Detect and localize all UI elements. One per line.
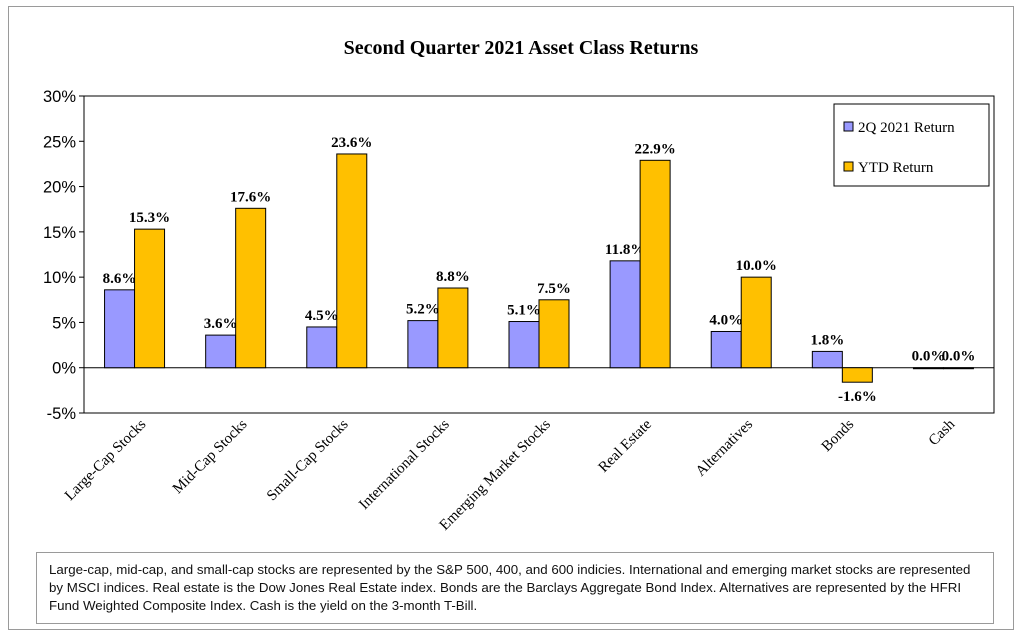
x-tick-label: Alternatives [693,416,756,479]
x-tick-label: Small-Cap Stocks [264,416,352,504]
x-tick-label: Bonds [819,416,858,455]
data-label: 23.6% [331,135,372,151]
data-label: 22.9% [634,141,675,157]
bar-ytd [538,299,570,369]
bar-ytd [437,287,469,369]
bar-ytd [740,276,772,369]
x-tick-label: Cash [926,416,959,449]
y-tick-label: 5% [52,314,76,332]
data-label: 11.8% [605,242,645,258]
legend-box [833,103,990,187]
bar-ytd [841,367,873,383]
bar-ytd [235,207,267,369]
data-label: 10.0% [736,258,777,274]
bar-ytd [639,159,671,369]
data-label: 4.0% [709,312,743,328]
data-label: 0.0% [912,349,946,365]
bar-quarter [306,326,338,369]
bar-quarter [912,367,944,370]
data-label: 1.8% [810,332,844,348]
data-label: 8.6% [103,271,137,287]
x-tick-label: International Stocks [356,416,453,513]
bar-quarter [104,289,136,369]
x-tick-label: Real Estate [596,416,656,476]
bar-quarter [205,334,237,369]
data-label: 17.6% [230,189,271,205]
x-tick-label: Emerging Market Stocks [437,416,554,533]
x-tick-label: Mid-Cap Stocks [170,416,251,497]
bar-quarter [508,321,540,369]
legend-swatch [843,161,854,172]
chart-frame [8,6,1014,630]
chart-title: Second Quarter 2021 Asset Class Returns [344,37,699,59]
bar-quarter [609,260,641,369]
y-tick-label: 10% [43,269,76,287]
y-tick-label: 25% [43,133,76,151]
bar-ytd [336,153,368,369]
data-label: 4.5% [305,308,339,324]
bar-quarter [407,320,439,369]
bar-quarter [710,330,742,369]
data-label: 8.8% [436,269,470,285]
data-label: 5.2% [406,302,440,318]
y-tick-label: 20% [43,179,76,197]
data-label: 0.0% [942,349,976,365]
legend-swatch [843,121,854,132]
legend: 2Q 2021 Return YTD Return [833,103,990,187]
footnote: Large-cap, mid-cap, and small-cap stocks… [36,552,994,624]
data-label: 15.3% [129,210,170,226]
data-label: 3.6% [204,316,238,332]
bar-ytd [134,228,166,369]
x-tick-label: Large-Cap Stocks [62,416,150,504]
y-tick-label: 15% [43,224,76,242]
y-tick-label: -5% [47,405,77,423]
y-tick-label: 0% [52,360,76,378]
legend-label: 2Q 2021 Return [858,120,955,136]
bar-quarter [811,350,843,369]
data-label: -1.6% [838,389,877,405]
legend-label: YTD Return [858,160,934,176]
bar-ytd [942,367,974,370]
y-tick-label: 30% [43,88,76,106]
data-label: 7.5% [537,281,571,297]
data-label: 5.1% [507,303,541,319]
plot-border [83,95,995,414]
